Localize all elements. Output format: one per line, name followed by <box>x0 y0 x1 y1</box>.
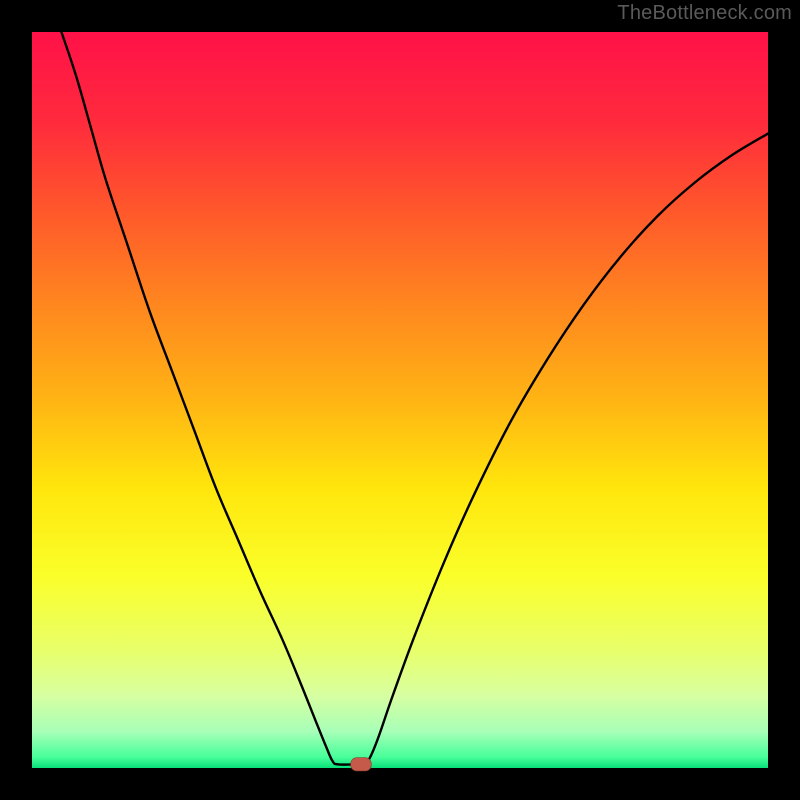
watermark-text: TheBottleneck.com <box>617 2 792 25</box>
plot-background <box>32 32 768 768</box>
chart-svg <box>0 0 800 800</box>
optimal-marker <box>351 758 372 771</box>
chart-container: TheBottleneck.com <box>0 0 800 800</box>
